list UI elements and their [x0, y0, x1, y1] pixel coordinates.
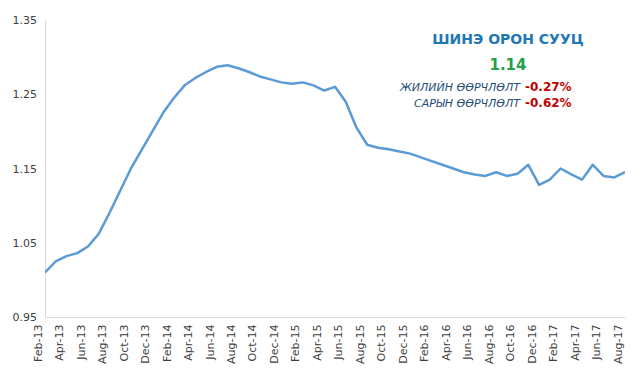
x-tick: Oct-15	[375, 317, 389, 362]
y-tick-label: 1.35	[13, 14, 38, 27]
x-tick: Jun-16	[461, 317, 475, 361]
x-tick: Aug-13	[96, 317, 110, 364]
x-tick-label: Apr-17	[569, 325, 582, 361]
x-tick: Dec-14	[268, 317, 282, 364]
y-tick: 1.15	[13, 163, 46, 176]
y-tick: 1.05	[13, 237, 46, 250]
x-tick: Apr-16	[440, 317, 454, 361]
y-tick: 0.95	[13, 311, 46, 324]
y-axis: 0.95 1.05 1.15 1.25 1.35	[13, 14, 46, 324]
x-axis-line	[46, 317, 626, 318]
x-tick: Jun-14	[204, 317, 218, 361]
x-tick: Aug-17	[612, 317, 626, 364]
y-tick-label: 1.25	[13, 88, 38, 101]
chart: 0.95 1.05 1.15 1.25 1.35 Feb-13 Apr-13 Jun-13 Au…	[0, 0, 643, 387]
x-tick: Aug-14	[225, 317, 239, 364]
y-tick-label: 0.95	[13, 311, 38, 324]
x-tick: Oct-13	[118, 317, 132, 362]
x-tick-label: Jun-13	[75, 325, 88, 361]
x-tick: Jun-17	[590, 317, 604, 361]
x-tick: Oct-14	[246, 317, 260, 362]
x-tick: Dec-13	[139, 317, 153, 364]
x-tick-label: Dec-14	[268, 325, 281, 364]
title: ШИНЭ ОРОН СУУЦ	[432, 31, 583, 47]
x-tick-label: Feb-15	[289, 325, 302, 362]
x-tick-label: Apr-15	[311, 325, 324, 361]
x-tick: Feb-15	[289, 317, 303, 362]
x-tick-label: Jun-17	[590, 325, 603, 361]
annotation-change: -0.62%	[525, 96, 572, 110]
annotation-value: 1.14	[489, 56, 526, 74]
x-tick: Dec-15	[397, 317, 411, 364]
x-tick: Feb-17	[547, 317, 561, 362]
x-tick: Jun-15	[332, 317, 346, 361]
x-tick-label: Apr-16	[440, 325, 453, 361]
x-tick: Feb-14	[161, 317, 175, 362]
x-tick: Dec-16	[526, 317, 540, 364]
x-tick: Aug-16	[483, 317, 497, 364]
x-tick: Feb-16	[418, 317, 432, 362]
x-tick: Feb-13	[32, 317, 46, 362]
annotation-label: САРЫН ӨӨРЧЛӨЛТ	[414, 97, 521, 110]
x-tick-label: Dec-16	[526, 325, 539, 364]
x-tick-label: Jun-16	[461, 325, 474, 361]
x-tick: Apr-13	[53, 317, 67, 361]
x-tick-label: Aug-16	[483, 325, 496, 364]
y-tick-label: 1.15	[13, 163, 38, 176]
plot-area	[45, 65, 625, 272]
x-axis: Feb-13 Apr-13 Jun-13 Aug-13 Oct-13 Dec-13 Feb-…	[32, 317, 626, 364]
x-tick-label: Dec-15	[397, 325, 410, 364]
x-tick-label: Aug-15	[354, 325, 367, 364]
x-tick-label: Jun-15	[332, 325, 345, 361]
x-tick-label: Jun-14	[204, 325, 217, 361]
x-tick-label: Apr-14	[182, 325, 195, 361]
x-tick: Apr-14	[182, 317, 196, 361]
x-tick-label: Feb-13	[32, 325, 45, 362]
y-tick: 1.25	[13, 88, 46, 101]
y-tick-label: 1.05	[13, 237, 38, 250]
x-tick-label: Oct-16	[504, 325, 517, 362]
x-tick: Apr-17	[569, 317, 583, 361]
x-tick-label: Feb-17	[547, 325, 560, 362]
x-tick-label: Dec-13	[139, 325, 152, 364]
x-tick: Aug-15	[354, 317, 368, 364]
x-tick-label: Aug-17	[612, 325, 625, 364]
x-tick-label: Oct-14	[246, 325, 259, 362]
x-tick-label: Oct-13	[118, 325, 131, 362]
annotation-label: ЖИЛИЙН ӨӨРЧЛӨЛТ	[399, 81, 521, 94]
y-tick: 1.35	[13, 14, 46, 27]
series-line	[45, 65, 625, 272]
annotation-box: ШИНЭ ОРОН СУУЦ 1.14 ЖИЛИЙН ӨӨРЧЛӨЛТ -0.27% С…	[399, 31, 584, 110]
x-tick: Oct-16	[504, 317, 518, 362]
annotation-change: -0.27%	[525, 80, 572, 94]
x-tick-label: Aug-14	[225, 325, 238, 364]
x-tick-label: Oct-15	[375, 325, 388, 362]
x-tick-label: Aug-13	[96, 325, 109, 364]
x-tick-label: Feb-16	[418, 325, 431, 362]
x-tick-label: Feb-14	[161, 325, 174, 362]
x-tick: Apr-15	[311, 317, 325, 361]
x-tick-label: Apr-13	[53, 325, 66, 361]
x-tick: Jun-13	[75, 317, 89, 361]
